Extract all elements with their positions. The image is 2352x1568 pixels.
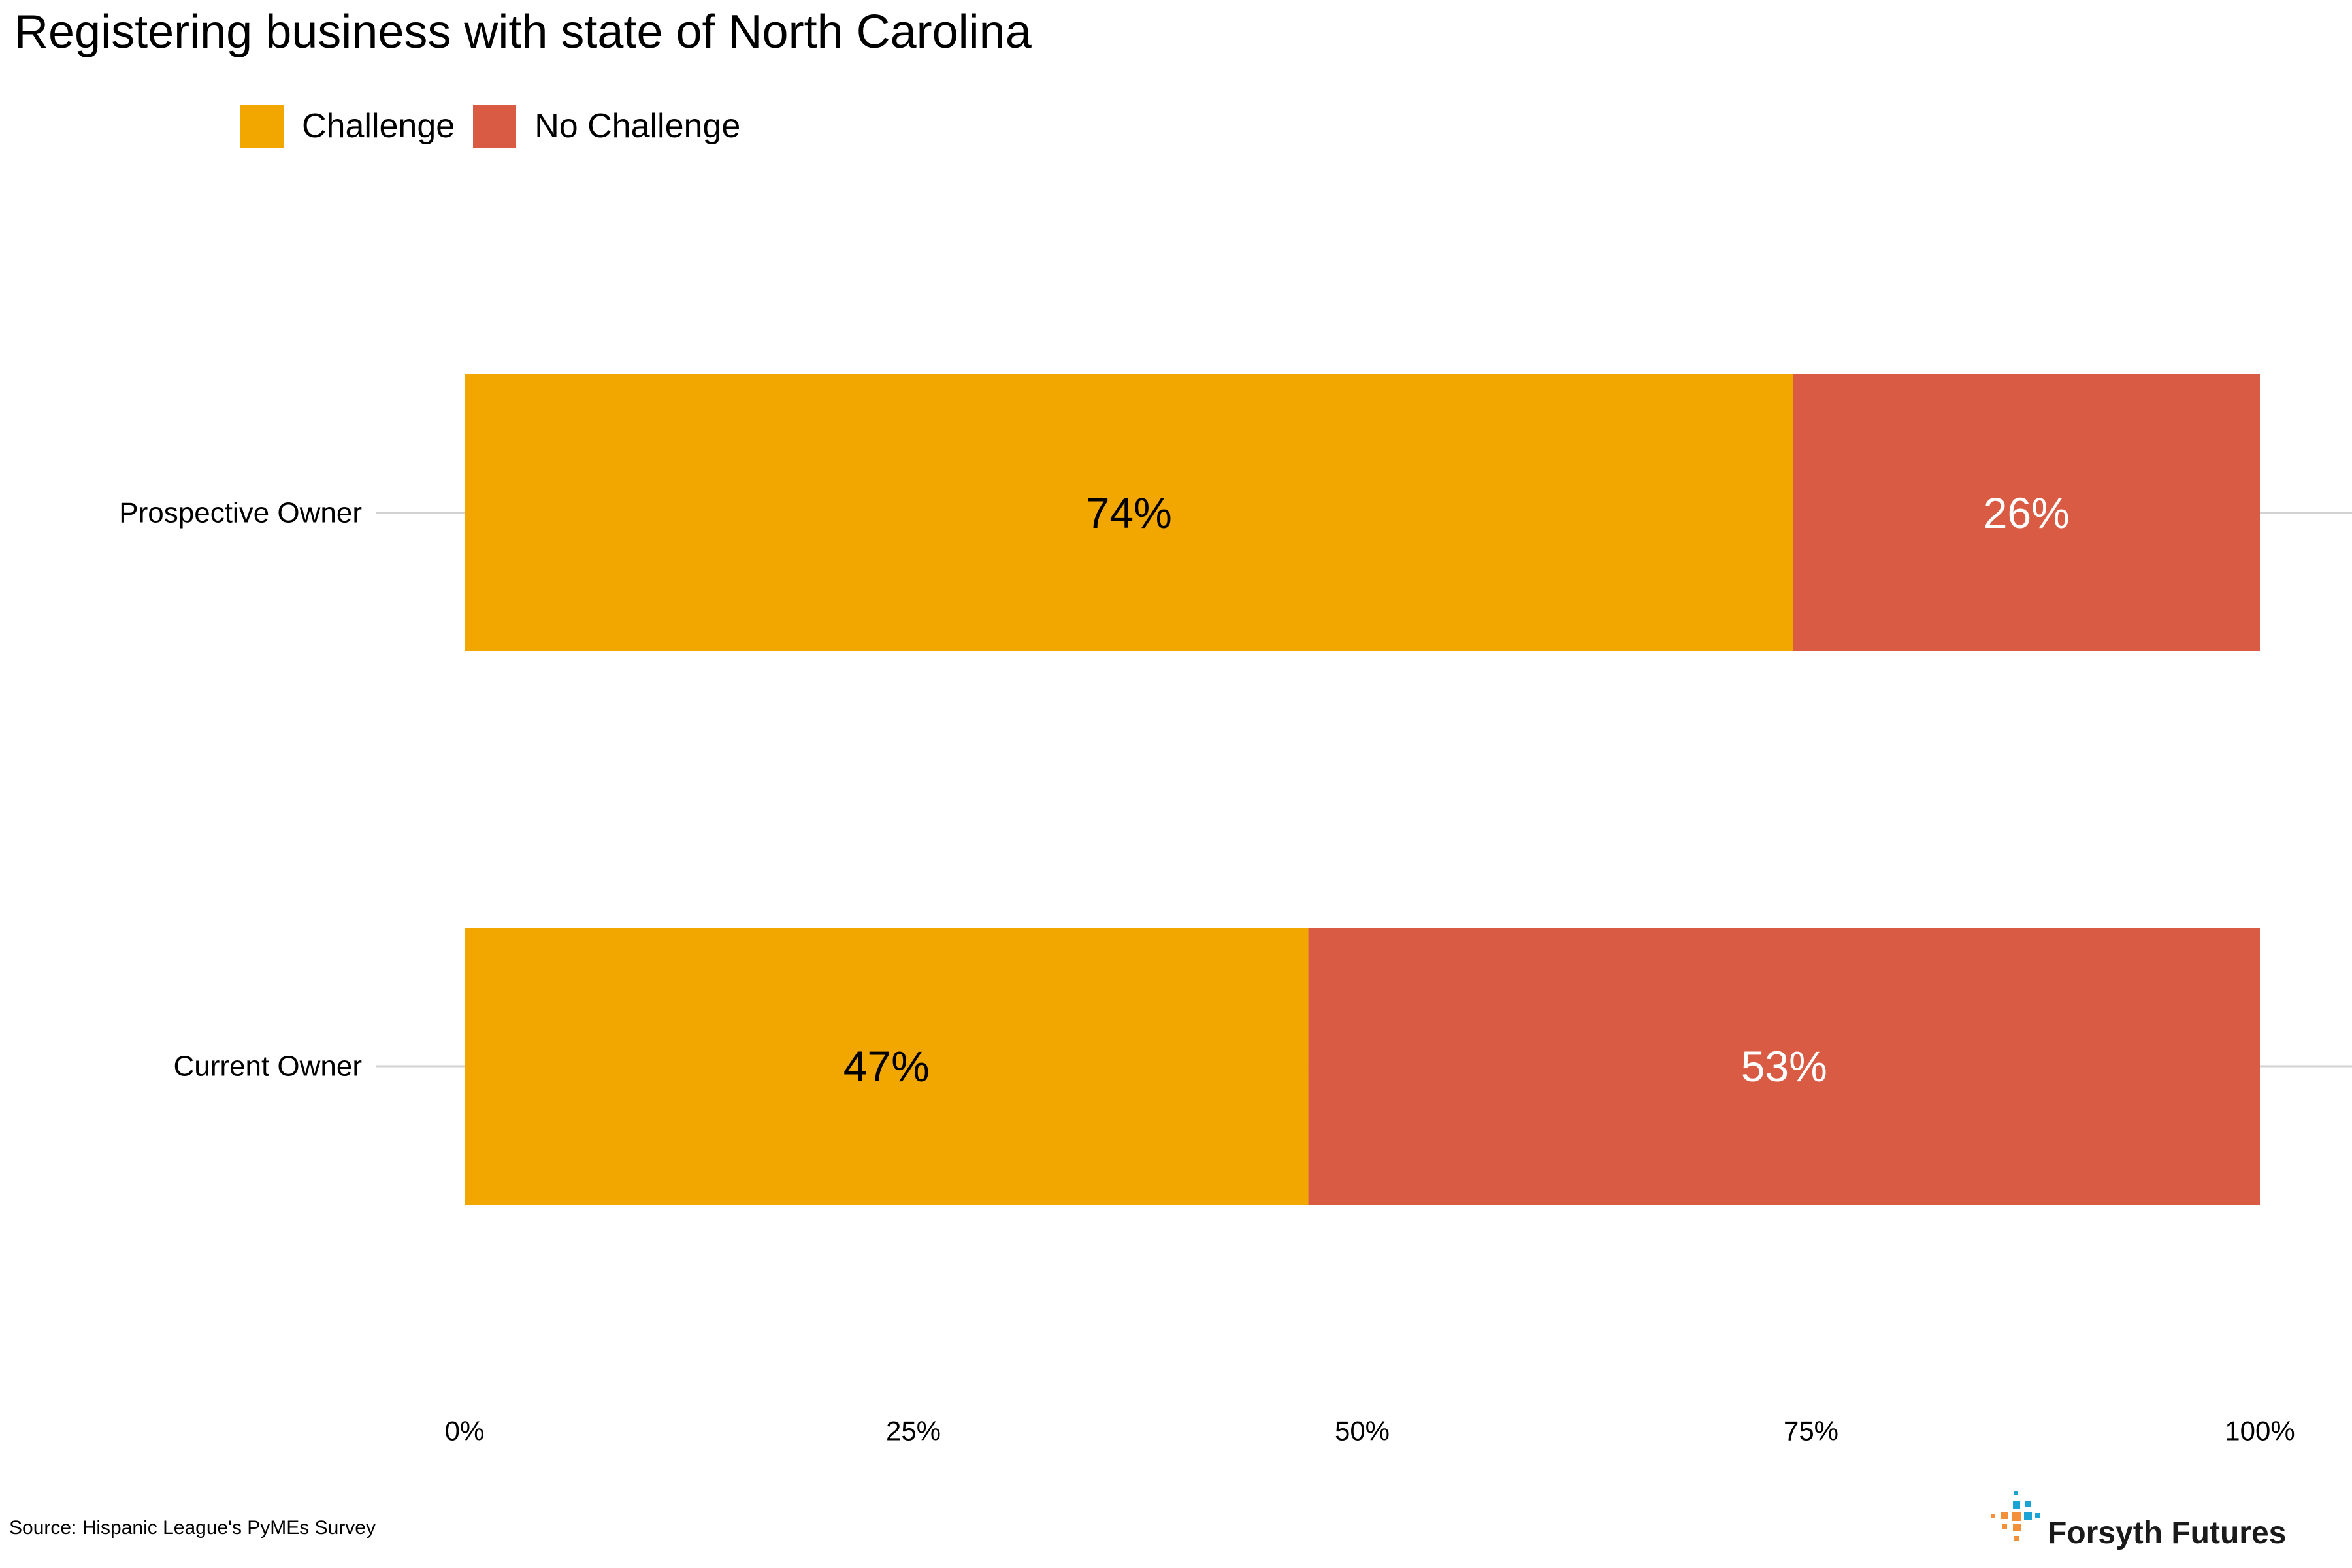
legend-item-challenge: Challenge xyxy=(240,105,455,148)
x-tick-label: 25% xyxy=(886,1416,941,1446)
x-tick-label: 100% xyxy=(2225,1416,2295,1446)
legend-label-no-challenge: No Challenge xyxy=(534,107,741,145)
data-label: 47% xyxy=(843,1042,930,1090)
data-label: 74% xyxy=(1086,489,1172,537)
data-label: 53% xyxy=(1741,1042,1827,1090)
brand-logo: Forsyth Futures xyxy=(1980,1487,2286,1559)
source-note: Source: Hispanic League's PyMEs Survey xyxy=(9,1517,376,1539)
category-label: Prospective Owner xyxy=(119,497,362,529)
chart-title: Registering business with state of North… xyxy=(14,6,1032,58)
bar-segment xyxy=(1308,928,2260,1205)
bar-segment xyxy=(465,928,1309,1205)
x-tick-label: 50% xyxy=(1335,1416,1390,1446)
x-tick-label: 0% xyxy=(445,1416,485,1446)
brand-name: Forsyth Futures xyxy=(2048,1516,2287,1550)
data-label: 26% xyxy=(1984,489,2070,537)
bar-segment xyxy=(465,374,1793,651)
bar-segment xyxy=(1793,374,2260,651)
x-tick-label: 75% xyxy=(1784,1416,1838,1446)
forsyth-futures-logo-icon xyxy=(1991,1491,2040,1541)
legend: Challenge No Challenge xyxy=(240,103,759,149)
legend-item-no-challenge: No Challenge xyxy=(473,105,740,148)
legend-swatch-challenge xyxy=(240,105,284,148)
legend-swatch-no-challenge xyxy=(473,105,517,148)
category-label: Current Owner xyxy=(173,1051,362,1083)
legend-label-challenge: Challenge xyxy=(302,107,455,145)
